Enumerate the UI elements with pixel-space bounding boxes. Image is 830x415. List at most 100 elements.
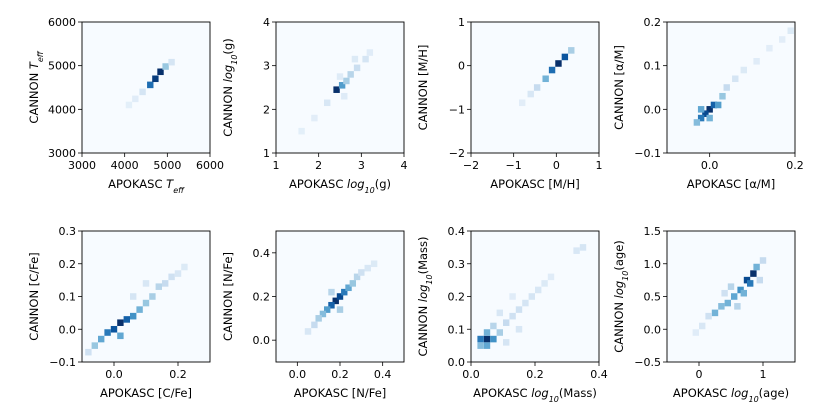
x-tick-label: 4 <box>401 159 408 172</box>
density-cell <box>533 84 541 91</box>
density-cell <box>477 342 484 349</box>
y-tick-label: 0.1 <box>644 60 662 73</box>
density-cell <box>509 293 516 300</box>
density-cell <box>503 319 510 326</box>
density-cells <box>304 260 378 335</box>
density-cell <box>336 293 344 300</box>
density-cell <box>91 342 98 349</box>
density-cell <box>579 244 587 251</box>
density-cell <box>358 269 365 276</box>
y-axis-label: CANNON [α/M] <box>612 45 626 130</box>
density-cell <box>561 53 569 61</box>
x-axis-label: APOKASC [C/Fe] <box>100 386 192 400</box>
density-cell <box>718 303 725 310</box>
y-tick-label: 0.2 <box>448 291 466 304</box>
x-tick-label: 0.4 <box>374 368 392 381</box>
density-cell <box>697 106 705 113</box>
y-tick-label: 0.4 <box>448 225 466 238</box>
density-cell <box>710 101 718 109</box>
density-cell <box>362 55 369 63</box>
density-cells <box>519 47 575 107</box>
axes-frame <box>275 21 405 154</box>
x-tick-label: 0.0 <box>105 368 123 381</box>
density-cell <box>328 301 335 309</box>
density-cell <box>483 335 491 343</box>
density-cell <box>759 257 767 264</box>
x-tick-label: 0.2 <box>786 159 804 172</box>
x-tick-label: 1 <box>596 159 603 172</box>
y-tick-label: 6000 <box>48 16 76 29</box>
x-tick-label: −1 <box>506 159 522 172</box>
density-cell <box>727 283 735 290</box>
density-cell <box>333 86 340 93</box>
density-cell <box>706 114 713 122</box>
x-tick-label: 5000 <box>153 159 181 172</box>
density-cell <box>324 99 331 107</box>
x-tick-label: −2 <box>463 159 479 172</box>
density-cell <box>364 264 371 272</box>
y-tick-label: 0.1 <box>59 291 77 304</box>
y-tick-label: 0.0 <box>644 323 662 336</box>
axes-frame <box>81 21 211 154</box>
density-cells <box>692 257 767 336</box>
y-tick-label: 0.4 <box>253 247 271 260</box>
panel-2: 1 2 3 4 1 2 3 4 APOKASC log10(g) CANNON log10(g) <box>221 16 408 195</box>
y-tick-label: 0.0 <box>644 103 662 116</box>
panel-4: 0.0 0.2 −0.1 0.0 0.1 0.2 APOKASC [α/M] CANNON [… <box>612 16 804 191</box>
density-cell <box>555 60 562 67</box>
y-tick-label: 0.2 <box>253 291 271 304</box>
density-cell <box>104 329 111 336</box>
density-cell <box>136 306 143 313</box>
density-cell <box>336 306 344 313</box>
density-cell <box>503 339 510 346</box>
density-cell <box>723 84 730 91</box>
density-cell <box>711 309 719 317</box>
panel-1: 3000 4000 5000 6000 3000 4000 5000 6000 APOKASC … <box>27 16 224 195</box>
panel-8: 0 1 −0.5 0.0 0.5 1.0 1.5 APOKASC log10(age) CANN… <box>612 225 796 404</box>
density-cell <box>528 293 535 300</box>
y-tick-label: 1 <box>458 16 465 29</box>
density-cell <box>343 77 350 85</box>
density-cells <box>693 27 794 126</box>
y-tick-label: 3 <box>263 60 270 73</box>
x-tick-label: 0 <box>696 368 703 381</box>
x-tick-label: 4000 <box>111 159 139 172</box>
y-tick-label: 0.0 <box>448 356 466 369</box>
density-cell <box>706 106 713 113</box>
y-tick-label: 0 <box>458 60 465 73</box>
density-cell <box>693 119 701 126</box>
density-cell <box>110 325 118 333</box>
density-cell <box>328 288 335 296</box>
density-cell <box>732 75 739 83</box>
density-cell <box>766 44 773 52</box>
density-cell <box>304 328 312 335</box>
y-tick-label: 0.5 <box>644 291 662 304</box>
y-tick-label: −1 <box>449 103 465 116</box>
density-cell <box>721 289 728 297</box>
density-cell <box>130 312 137 320</box>
density-cell <box>740 289 747 297</box>
density-cell <box>168 58 175 66</box>
density-cell <box>573 247 580 254</box>
y-tick-label: 0.3 <box>448 258 466 271</box>
density-cell <box>311 114 318 122</box>
plot-area <box>82 22 210 153</box>
y-tick-label: 1.5 <box>644 225 662 238</box>
y-tick-label: 0.2 <box>59 258 77 271</box>
y-tick-label: 0.1 <box>448 323 466 336</box>
y-tick-label: 0.3 <box>59 225 77 238</box>
x-axis-label: APOKASC log10(age) <box>673 386 789 404</box>
x-axis-label: APOKASC log10(g) <box>289 177 391 195</box>
x-tick-label: 0.4 <box>590 368 608 381</box>
density-cell <box>734 303 741 310</box>
axes-frame <box>470 21 600 154</box>
density-cell <box>756 276 763 284</box>
x-axis-label: APOKASC Teff <box>108 177 185 195</box>
y-tick-label: 1 <box>263 147 270 160</box>
y-tick-label: 0.0 <box>253 334 271 347</box>
density-cell <box>132 95 139 103</box>
y-axis-label: CANNON [C/Fe] <box>27 252 41 340</box>
density-cell <box>347 71 354 78</box>
plot-area <box>667 22 795 153</box>
